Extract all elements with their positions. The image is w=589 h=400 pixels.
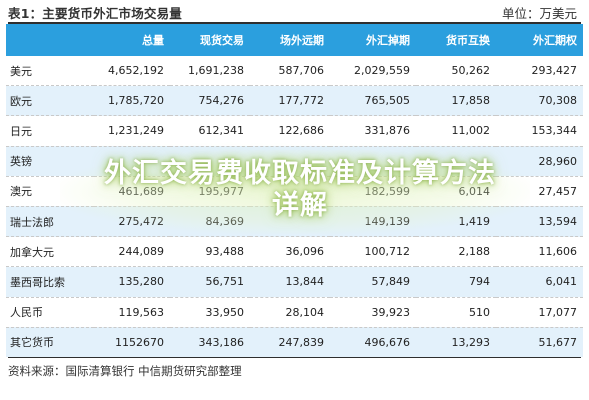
value-cell: 27,457 [496, 176, 583, 207]
value-cell: 247,839 [250, 327, 330, 357]
table-title: 表1：主要货币外汇市场交易量 [8, 6, 182, 21]
value-cell: 182,599 [330, 176, 416, 207]
bottom-divider [8, 356, 581, 358]
value-cell: 93,488 [170, 236, 250, 268]
value-cell: 195,977 [170, 176, 250, 207]
value-cell: 461,689 [94, 176, 170, 207]
value-cell: 153,344 [496, 115, 583, 147]
value-cell: 84,369 [170, 206, 250, 238]
value-cell: 13,594 [496, 206, 583, 238]
table-row: 澳元 461,689 195,977 182,599 6,014 27,457 [6, 176, 583, 207]
value-cell: 6,014 [416, 176, 496, 207]
value-cell: 1,691,238 [170, 56, 250, 87]
value-cell: 51,677 [496, 327, 583, 357]
unit-label: 单位：万美元 [501, 6, 577, 21]
value-cell: 754,276 [170, 85, 250, 117]
value-cell [250, 146, 330, 177]
column-header: 现货交易 [170, 24, 250, 56]
currency-name-cell: 澳元 [6, 176, 94, 207]
table-row: 墨西哥比索 135,280 56,751 13,844 57,849 794 6,041 [6, 266, 583, 298]
value-cell: 149,139 [330, 206, 416, 238]
value-cell: 1,419 [416, 206, 496, 238]
value-cell: 612,341 [170, 115, 250, 147]
table-row: 加拿大元 244,089 93,488 36,096 100,712 2,188 11,60… [6, 236, 583, 268]
currency-name-cell: 欧元 [6, 85, 94, 117]
value-cell: 135,280 [94, 266, 170, 298]
column-header: 货币互换 [416, 24, 496, 56]
value-cell: 331,876 [330, 115, 416, 147]
value-cell: 177,772 [250, 85, 330, 117]
table-row: 美元 4,652,192 1,691,238 587,706 2,029,559 50,2… [6, 56, 583, 87]
value-cell [250, 206, 330, 238]
value-cell: 496,676 [330, 327, 416, 357]
value-cell: 343,186 [170, 327, 250, 357]
currency-name-cell: 其它货币 [6, 327, 94, 357]
header-currency [6, 24, 94, 56]
value-cell: 13,293 [416, 327, 496, 357]
value-cell: 56,751 [170, 266, 250, 298]
table-title-row: 表1：主要货币外汇市场交易量 单位：万美元 [6, 0, 583, 22]
value-cell: 587,706 [250, 56, 330, 87]
value-cell: 39,923 [330, 297, 416, 328]
column-header: 场外远期 [250, 24, 330, 56]
value-cell: 765,505 [330, 85, 416, 117]
column-header: 外汇掉期 [330, 24, 416, 56]
value-cell: 28,960 [496, 146, 583, 177]
currency-name-cell: 日元 [6, 115, 94, 147]
value-cell: 11,002 [416, 115, 496, 147]
value-cell: 122,686 [250, 115, 330, 147]
value-cell: 4,652,192 [94, 56, 170, 87]
value-cell: 33,950 [170, 297, 250, 328]
value-cell: 28,104 [250, 297, 330, 328]
value-cell: 57,849 [330, 266, 416, 298]
value-cell: 100,712 [330, 236, 416, 268]
value-cell [330, 146, 416, 177]
value-cell: 2,188 [416, 236, 496, 268]
table-row: 人民币 119,563 33,950 28,104 39,923 510 17,077 [6, 297, 583, 328]
table-body: 美元 4,652,192 1,691,238 587,706 2,029,559 50,2… [6, 56, 583, 357]
currency-name-cell: 人民币 [6, 297, 94, 328]
currency-name-cell: 美元 [6, 56, 94, 87]
table-row: 欧元 1,785,720 754,276 177,772 765,505 17,858 70… [6, 85, 583, 117]
currency-name-cell: 瑞士法郎 [6, 206, 94, 238]
value-cell: 13,844 [250, 266, 330, 298]
source-note: 资料来源：国际清算银行 中信期货研究部整理 [8, 363, 242, 378]
column-header: 外汇期权 [496, 24, 583, 56]
value-cell: 70,308 [496, 85, 583, 117]
value-cell [170, 146, 250, 177]
value-cell: 36,096 [250, 236, 330, 268]
value-cell: 6,041 [496, 266, 583, 298]
value-cell: 17,077 [496, 297, 583, 328]
value-cell: 17,858 [416, 85, 496, 117]
fx-volume-table: 总量 现货交易 场外远期 外汇掉期 货币互换 外汇期权 美元 4,652,192 1,691,… [6, 24, 583, 357]
value-cell [250, 176, 330, 207]
value-cell: 11,606 [496, 236, 583, 268]
table-row: 其它货币 1152670 343,186 247,839 496,676 13,293 51… [6, 327, 583, 357]
title-divider [8, 22, 581, 24]
value-cell: 275,472 [94, 206, 170, 238]
currency-name-cell: 加拿大元 [6, 236, 94, 268]
value-cell: 119,563 [94, 297, 170, 328]
value-cell: 794 [416, 266, 496, 298]
value-cell [94, 146, 170, 177]
value-cell: 510 [416, 297, 496, 328]
value-cell: 1152670 [94, 327, 170, 357]
column-header: 总量 [94, 24, 170, 56]
table-row: 日元 1,231,249 612,341 122,686 331,876 11,002 15… [6, 115, 583, 147]
value-cell: 244,089 [94, 236, 170, 268]
currency-name-cell: 英镑 [6, 146, 94, 177]
value-cell: 2,029,559 [330, 56, 416, 87]
table-row: 英镑 28,960 [6, 146, 583, 177]
value-cell: 1,231,249 [94, 115, 170, 147]
table-header-row: 总量 现货交易 场外远期 外汇掉期 货币互换 外汇期权 [6, 24, 583, 56]
value-cell: 50,262 [416, 56, 496, 87]
currency-name-cell: 墨西哥比索 [6, 266, 94, 298]
value-cell: 1,785,720 [94, 85, 170, 117]
value-cell: 293,427 [496, 56, 583, 87]
table-row: 瑞士法郎 275,472 84,369 149,139 1,419 13,594 [6, 206, 583, 238]
value-cell [416, 146, 496, 177]
